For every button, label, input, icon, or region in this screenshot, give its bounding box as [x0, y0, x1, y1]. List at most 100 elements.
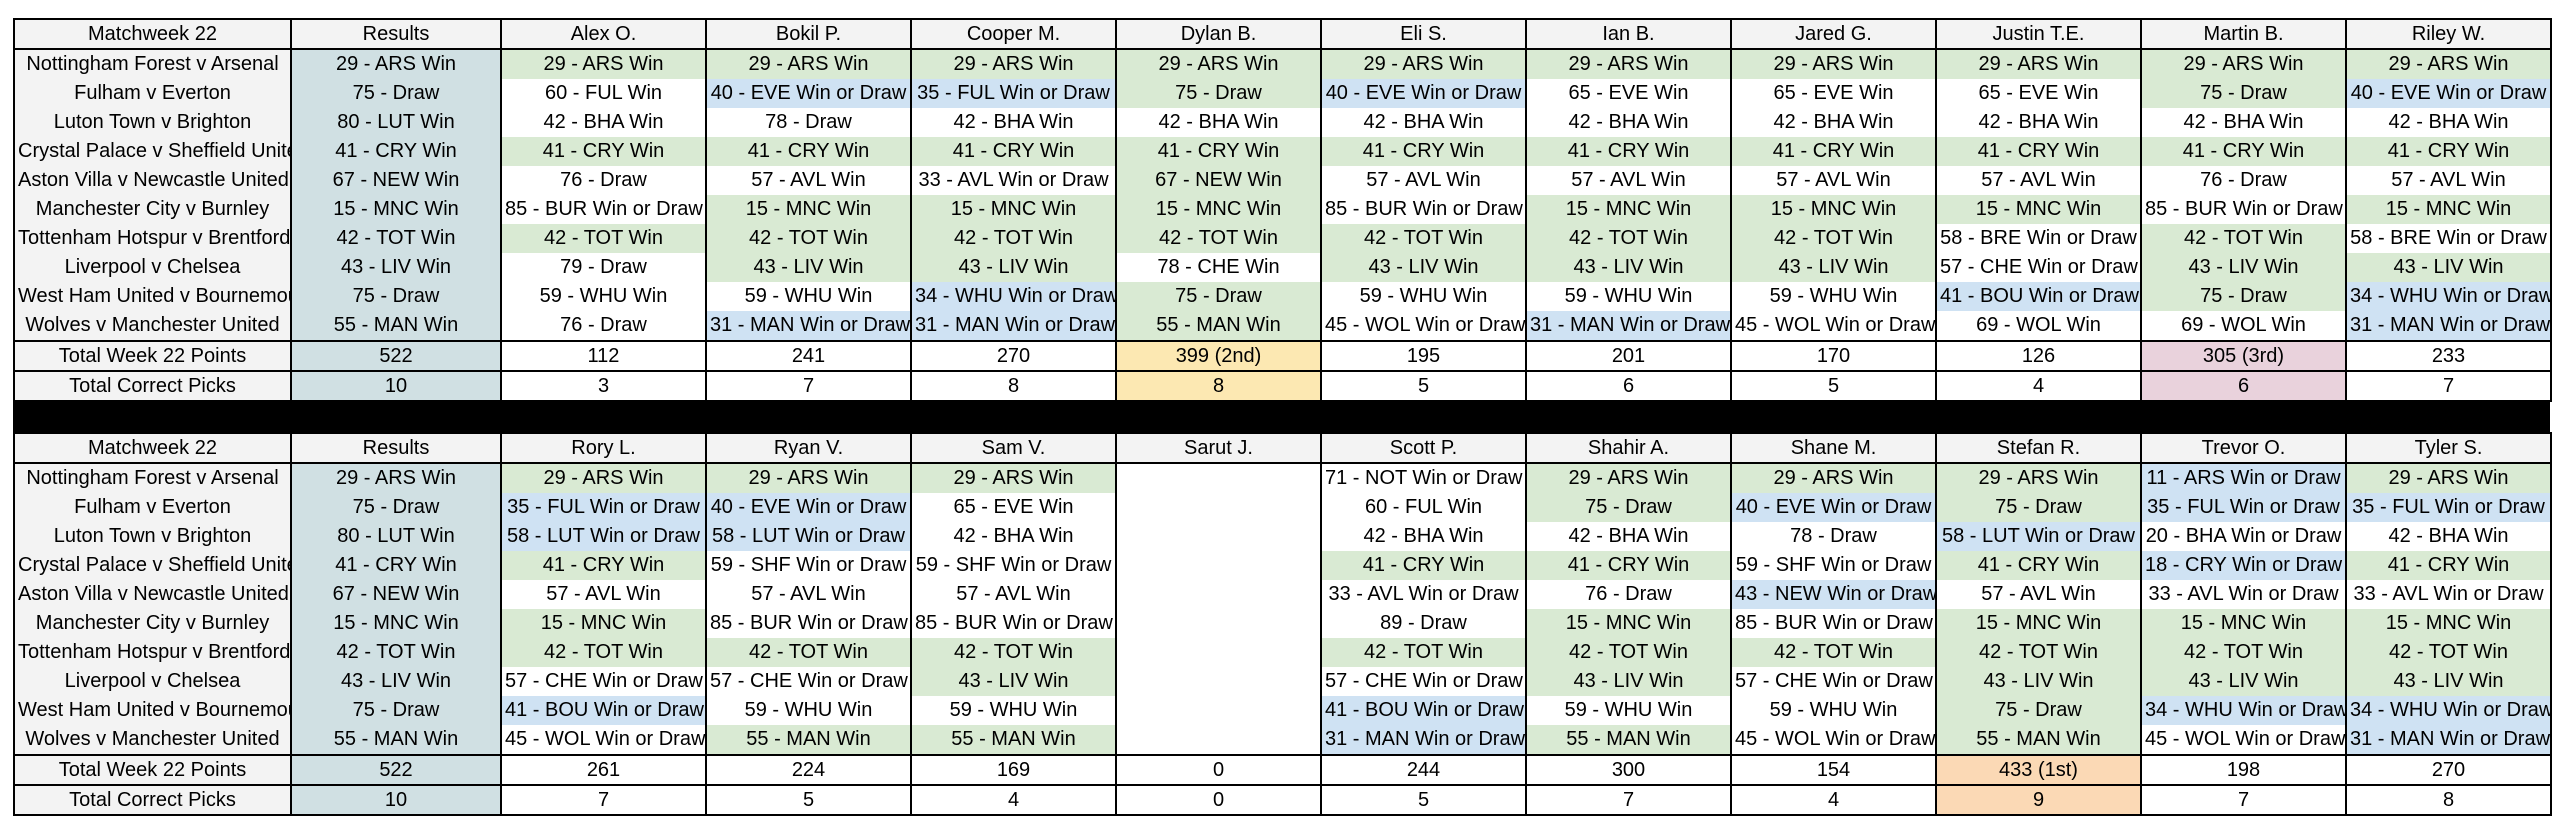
pick-cell[interactable]: 59 - WHU Win — [1730, 282, 1937, 311]
total-correct-cell[interactable]: 8 — [2345, 784, 2552, 816]
pick-cell[interactable]: 57 - AVL Win — [1935, 580, 2142, 609]
total-points-cell[interactable]: 241 — [705, 340, 912, 372]
total-points-cell[interactable]: 170 — [1730, 340, 1937, 372]
pick-cell[interactable]: 59 - WHU Win — [500, 282, 707, 311]
total-correct-cell[interactable]: 6 — [2140, 370, 2347, 402]
pick-cell[interactable]: 45 - WOL Win or Draw — [500, 725, 707, 755]
pick-cell[interactable] — [1115, 725, 1322, 755]
pick-cell[interactable]: 43 - NEW Win or Draw — [1730, 580, 1937, 609]
total-points-label[interactable]: Total Week 22 Points — [13, 340, 292, 372]
pick-cell[interactable] — [1115, 493, 1322, 522]
total-correct-cell[interactable]: 7 — [705, 370, 912, 402]
pick-cell[interactable]: 65 - EVE Win — [1730, 79, 1937, 108]
result-cell[interactable]: 80 - LUT Win — [290, 522, 502, 551]
pick-cell[interactable]: 42 - TOT Win — [705, 224, 912, 253]
total-points-cell[interactable]: 270 — [910, 340, 1117, 372]
fixture-cell[interactable]: Crystal Palace v Sheffield United — [13, 137, 292, 166]
pick-cell[interactable]: 59 - WHU Win — [1730, 696, 1937, 725]
pick-cell[interactable]: 42 - BHA Win — [1525, 108, 1732, 137]
player-header-riley-w[interactable]: Riley W. — [2345, 18, 2552, 50]
pick-cell[interactable]: 59 - WHU Win — [1525, 282, 1732, 311]
pick-cell[interactable]: 67 - NEW Win — [1115, 166, 1322, 195]
player-header-bokil-p[interactable]: Bokil P. — [705, 18, 912, 50]
total-points-cell[interactable]: 300 — [1525, 754, 1732, 786]
pick-cell[interactable]: 89 - Draw — [1320, 609, 1527, 638]
pick-cell[interactable]: 58 - BRE Win or Draw — [1935, 224, 2142, 253]
result-cell[interactable]: 75 - Draw — [290, 696, 502, 725]
pick-cell[interactable]: 42 - BHA Win — [1115, 108, 1322, 137]
pick-cell[interactable]: 59 - SHF Win or Draw — [910, 551, 1117, 580]
pick-cell[interactable]: 15 - MNC Win — [2345, 195, 2552, 224]
pick-cell[interactable]: 57 - AVL Win — [2345, 166, 2552, 195]
pick-cell[interactable]: 29 - ARS Win — [1320, 49, 1527, 79]
pick-cell[interactable]: 41 - CRY Win — [1115, 137, 1322, 166]
pick-cell[interactable]: 42 - TOT Win — [2140, 224, 2347, 253]
pick-cell[interactable]: 76 - Draw — [1525, 580, 1732, 609]
player-header-sam-v[interactable]: Sam V. — [910, 432, 1117, 464]
player-header-alex-o[interactable]: Alex O. — [500, 18, 707, 50]
pick-cell[interactable]: 57 - AVL Win — [705, 166, 912, 195]
fixture-cell[interactable]: Aston Villa v Newcastle United — [13, 580, 292, 609]
pick-cell[interactable]: 41 - CRY Win — [2345, 137, 2552, 166]
result-cell[interactable]: 75 - Draw — [290, 282, 502, 311]
total-correct-cell[interactable]: 8 — [1115, 370, 1322, 402]
pick-cell[interactable]: 29 - ARS Win — [910, 49, 1117, 79]
pick-cell[interactable]: 42 - TOT Win — [1320, 638, 1527, 667]
matchweek-header[interactable]: Matchweek 22 — [13, 18, 292, 50]
result-cell[interactable]: 67 - NEW Win — [290, 166, 502, 195]
pick-cell[interactable]: 42 - TOT Win — [500, 638, 707, 667]
total-points-label[interactable]: Total Week 22 Points — [13, 754, 292, 786]
total-points-cell[interactable]: 112 — [500, 340, 707, 372]
pick-cell[interactable]: 33 - AVL Win or Draw — [2140, 580, 2347, 609]
total-points-cell[interactable]: 198 — [2140, 754, 2347, 786]
total-correct-cell[interactable]: 5 — [1320, 370, 1527, 402]
pick-cell[interactable]: 33 - AVL Win or Draw — [910, 166, 1117, 195]
pick-cell[interactable]: 42 - BHA Win — [2345, 522, 2552, 551]
pick-cell[interactable]: 41 - CRY Win — [500, 137, 707, 166]
results-total-correct-cell[interactable]: 10 — [290, 370, 502, 402]
pick-cell[interactable]: 43 - LIV Win — [1730, 253, 1937, 282]
total-correct-cell[interactable]: 0 — [1115, 784, 1322, 816]
pick-cell[interactable]: 65 - EVE Win — [1935, 79, 2142, 108]
pick-cell[interactable]: 76 - Draw — [2140, 166, 2347, 195]
player-header-martin-b[interactable]: Martin B. — [2140, 18, 2347, 50]
pick-cell[interactable]: 45 - WOL Win or Draw — [1320, 311, 1527, 341]
fixture-cell[interactable]: Manchester City v Burnley — [13, 609, 292, 638]
pick-cell[interactable]: 45 - WOL Win or Draw — [1730, 725, 1937, 755]
pick-cell[interactable]: 42 - TOT Win — [1730, 224, 1937, 253]
pick-cell[interactable]: 29 - ARS Win — [1730, 463, 1937, 493]
pick-cell[interactable]: 75 - Draw — [1115, 282, 1322, 311]
pick-cell[interactable]: 59 - WHU Win — [910, 696, 1117, 725]
pick-cell[interactable]: 43 - LIV Win — [2345, 667, 2552, 696]
fixture-cell[interactable]: Wolves v Manchester United — [13, 311, 292, 341]
pick-cell[interactable]: 29 - ARS Win — [1935, 463, 2142, 493]
pick-cell[interactable]: 35 - FUL Win or Draw — [500, 493, 707, 522]
total-points-cell[interactable]: 154 — [1730, 754, 1937, 786]
pick-cell[interactable]: 59 - SHF Win or Draw — [1730, 551, 1937, 580]
pick-cell[interactable]: 42 - BHA Win — [500, 108, 707, 137]
player-header-ryan-v[interactable]: Ryan V. — [705, 432, 912, 464]
pick-cell[interactable]: 15 - MNC Win — [2345, 609, 2552, 638]
pick-cell[interactable]: 41 - CRY Win — [2140, 137, 2347, 166]
pick-cell[interactable]: 42 - TOT Win — [1935, 638, 2142, 667]
pick-cell[interactable]: 60 - FUL Win — [1320, 493, 1527, 522]
result-cell[interactable]: 75 - Draw — [290, 79, 502, 108]
fixture-cell[interactable]: Liverpool v Chelsea — [13, 667, 292, 696]
pick-cell[interactable]: 40 - EVE Win or Draw — [705, 493, 912, 522]
total-correct-cell[interactable]: 6 — [1525, 370, 1732, 402]
pick-cell[interactable]: 57 - CHE Win or Draw — [705, 667, 912, 696]
pick-cell[interactable]: 34 - WHU Win or Draw — [2345, 696, 2552, 725]
total-correct-label[interactable]: Total Correct Picks — [13, 370, 292, 402]
pick-cell[interactable]: 78 - Draw — [1730, 522, 1937, 551]
pick-cell[interactable]: 34 - WHU Win or Draw — [2140, 696, 2347, 725]
pick-cell[interactable]: 42 - BHA Win — [1935, 108, 2142, 137]
result-cell[interactable]: 43 - LIV Win — [290, 253, 502, 282]
result-cell[interactable]: 15 - MNC Win — [290, 609, 502, 638]
pick-cell[interactable]: 15 - MNC Win — [705, 195, 912, 224]
player-header-sarut-j[interactable]: Sarut J. — [1115, 432, 1322, 464]
pick-cell[interactable]: 59 - WHU Win — [705, 282, 912, 311]
pick-cell[interactable]: 85 - BUR Win or Draw — [910, 609, 1117, 638]
pick-cell[interactable] — [1115, 463, 1322, 493]
fixture-cell[interactable]: Luton Town v Brighton — [13, 522, 292, 551]
pick-cell[interactable]: 55 - MAN Win — [1525, 725, 1732, 755]
